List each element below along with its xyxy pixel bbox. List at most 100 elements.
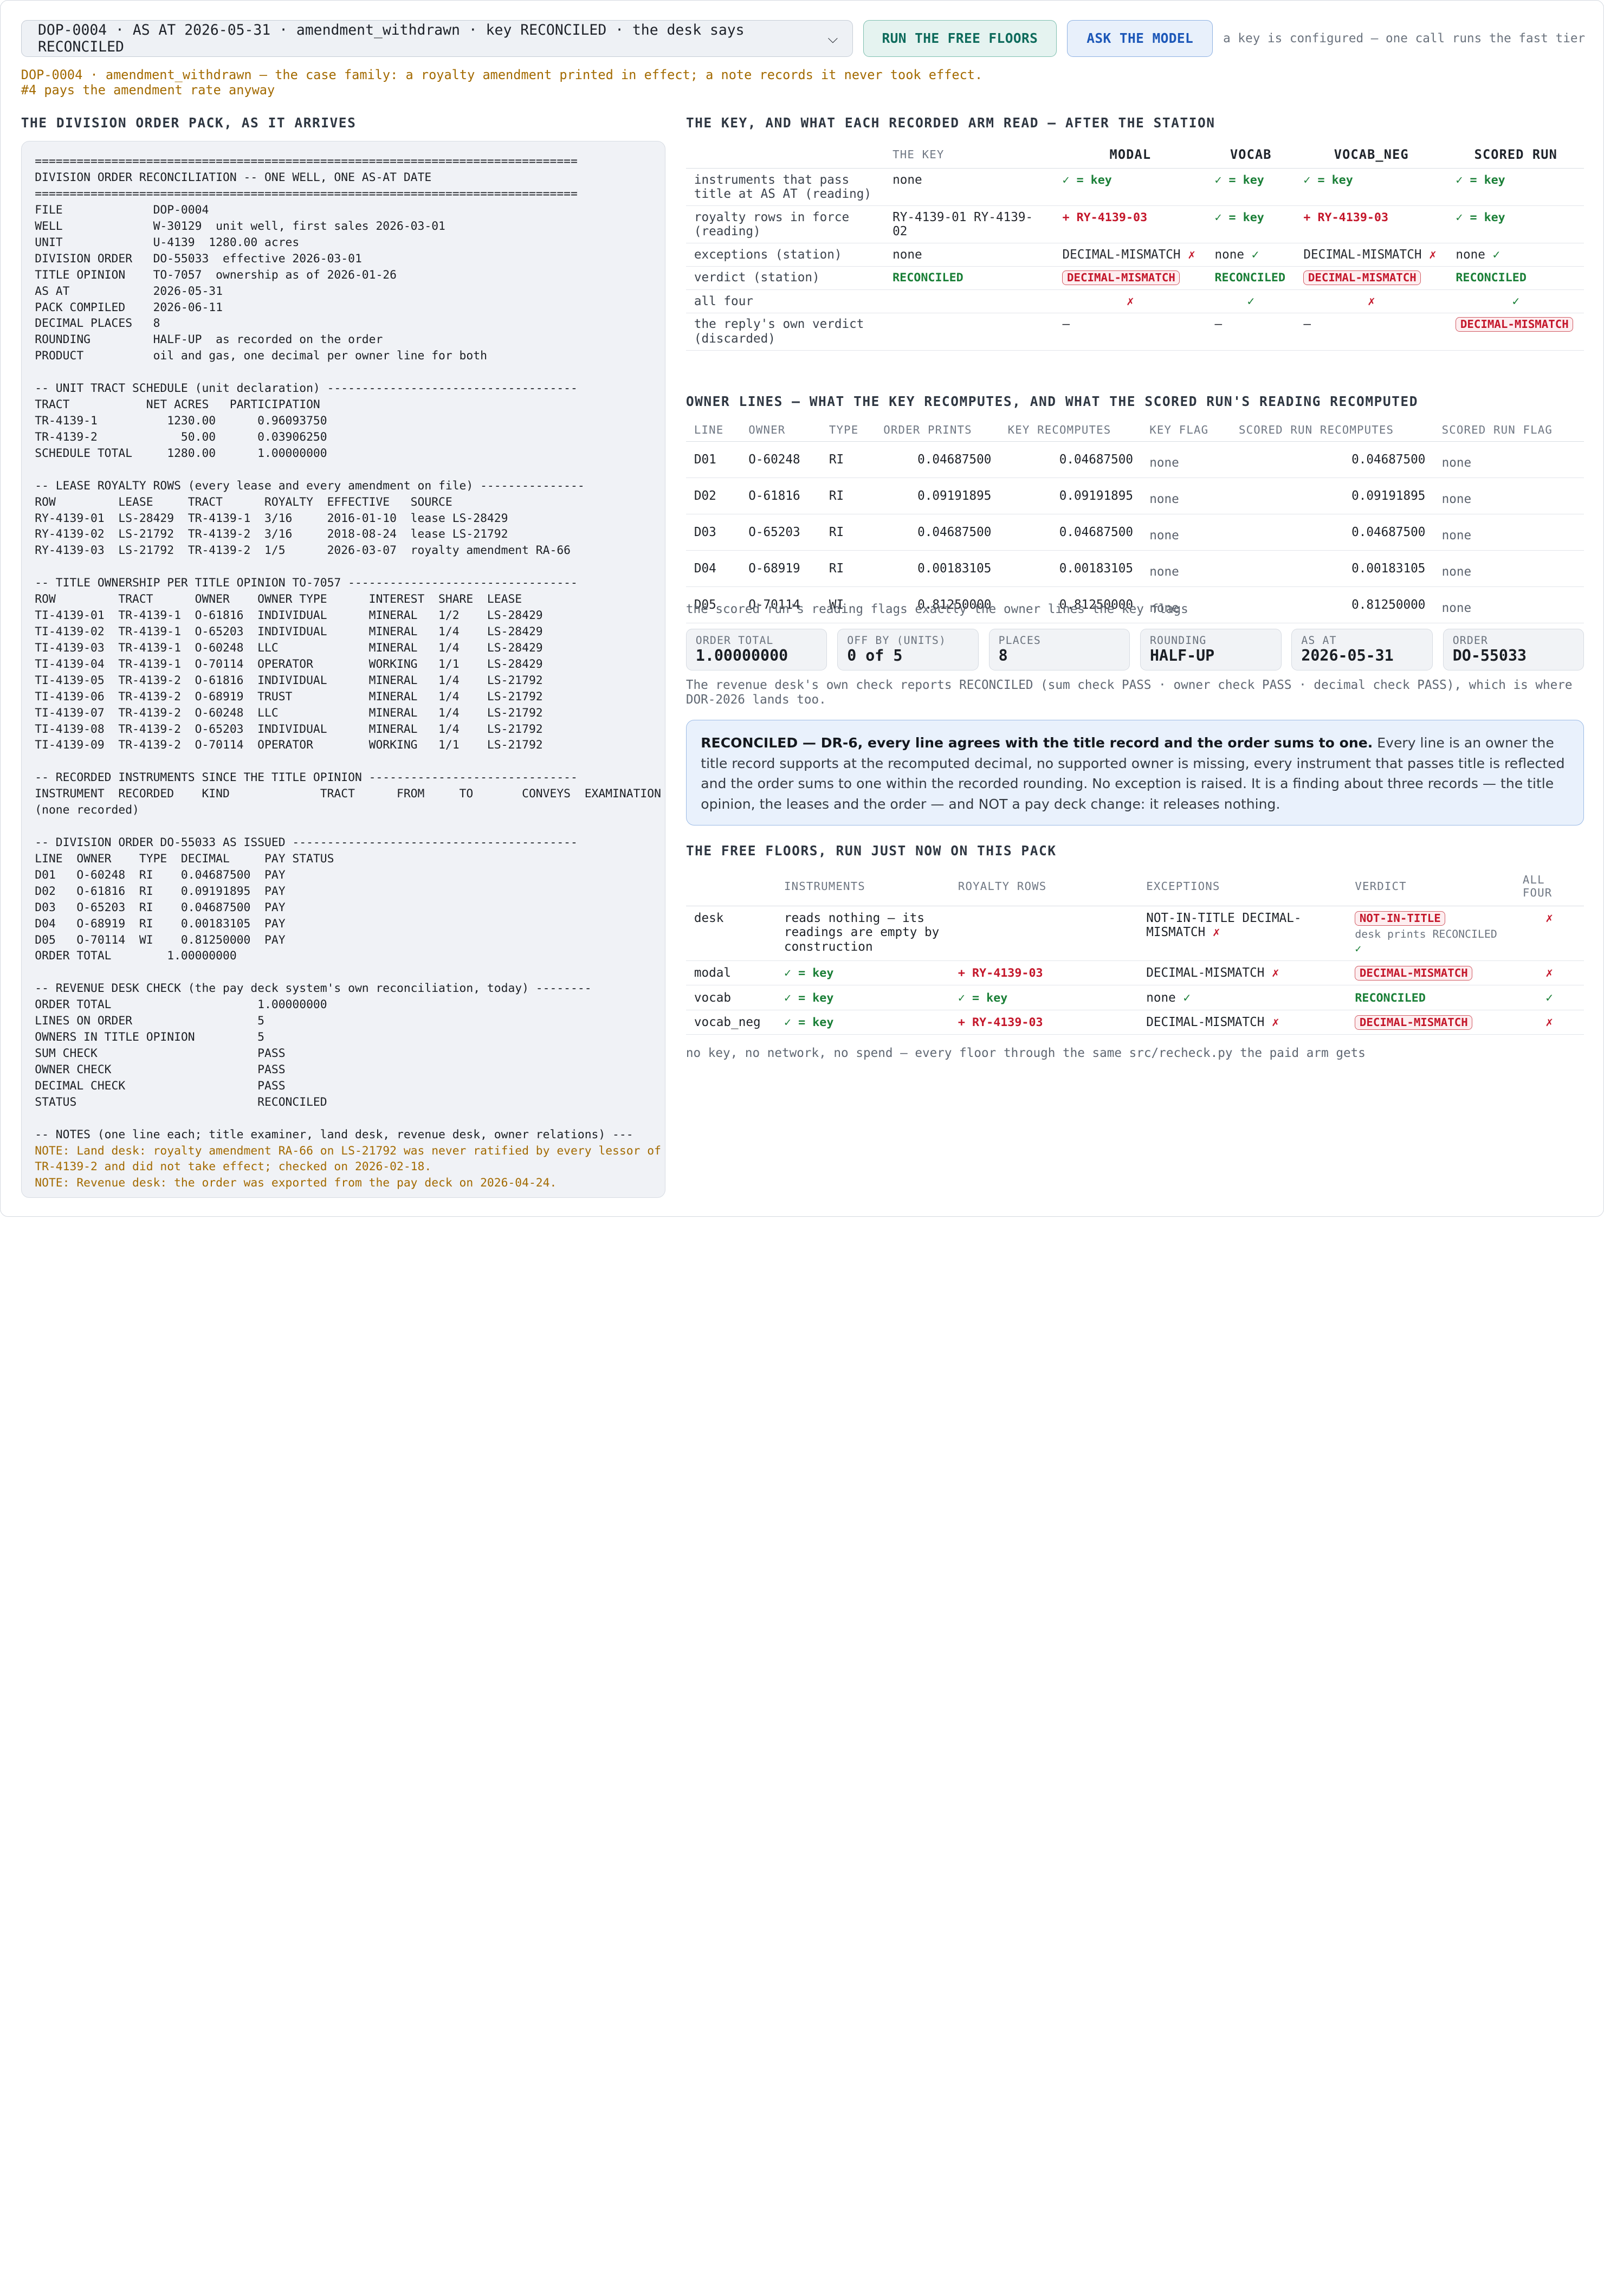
floor-royalty (949, 906, 1139, 961)
arm-cell-value: ✓ = key (1214, 210, 1264, 224)
key-row-label: verdict (station) (685, 266, 885, 291)
case-select[interactable]: DOP-0004 · AS AT 2026-05-31 · amendment_… (21, 20, 853, 57)
arm-cell-value: ✓ = key (1456, 173, 1505, 187)
floor-all-four: ✗ (1514, 960, 1584, 986)
owner-line-cell: 0.04687500 (875, 514, 1000, 551)
owner-col-header: KEY FLAG (1141, 419, 1231, 442)
toolbar: DOP-0004 · AS AT 2026-05-31 · amendment_… (21, 19, 1585, 58)
floors-col-header: EXCEPTIONS (1138, 869, 1347, 906)
arm-cell-value: — (1214, 317, 1223, 332)
cross-icon: ✗ (1545, 1015, 1553, 1029)
stat-label: ORDER TOTAL (695, 634, 774, 647)
arm-cell-value: ✓ (1512, 294, 1520, 308)
division-order-pack: ========================================… (21, 140, 666, 1198)
check-icon: ✓ (1183, 990, 1191, 1005)
stat-label: PLACES (998, 634, 1041, 647)
stat-value: 1.00000000 (695, 647, 788, 665)
floor-exceptions-value: DECIMAL-MISMATCH (1146, 1015, 1265, 1029)
arm-cell: — (1054, 313, 1207, 351)
stat-label: AS AT (1301, 634, 1337, 647)
owner-col-header: TYPE (820, 419, 876, 442)
finding-body: Every line is an owner the title record … (701, 734, 1565, 812)
floor-name: modal (685, 960, 776, 986)
key-col-header: VOCAB_NEG (1295, 143, 1448, 169)
key-value-text: none (892, 247, 922, 262)
arm-cell-value: none (1214, 247, 1244, 262)
floor-royalty: + RY-4139-03 (949, 960, 1139, 986)
floor-all-four: ✓ (1514, 985, 1584, 1010)
key-value-text: RECONCILED (892, 271, 963, 285)
owner-line-cell: 0.04687500 (1230, 441, 1434, 479)
owner-line-cell: 0.81250000 (875, 586, 1000, 624)
floor-row: vocab_neg ✓ = key + RY-4139-03 DECIMAL-MISM… (685, 1010, 1584, 1035)
arm-cell: RECONCILED (1447, 266, 1584, 291)
floor-instruments: ✓ = key (775, 1010, 950, 1035)
floor-all-four: ✗ (1514, 1010, 1584, 1035)
arm-cell: + RY-4139-03 (1295, 205, 1448, 244)
owner-line-row: D01 O-60248 RI 0.04687500 0.04687500 none 0.04… (685, 441, 1584, 479)
owner-line-cell: 0.81250000 (999, 586, 1142, 624)
owner-line-cell: D01 (685, 441, 741, 479)
arm-cell-value: + RY-4139-03 (1062, 210, 1148, 224)
cross-icon: ✗ (1212, 925, 1220, 940)
arm-cell: ✓ = key (1447, 205, 1584, 244)
arm-cell: ✓ = key (1206, 168, 1296, 207)
owner-line-cell: RI (820, 478, 876, 515)
owner-line-cell: none (1433, 441, 1584, 479)
owner-line-cell: O-68919 (740, 550, 821, 588)
floor-exceptions-value: DECIMAL-MISMATCH (1146, 966, 1265, 981)
pack-heading: THE DIVISION ORDER PACK, AS IT ARRIVES (21, 115, 357, 131)
floor-royalty: + RY-4139-03 (949, 1010, 1139, 1035)
arm-cell: — (1295, 313, 1448, 351)
floors-col-header: VERDICT (1347, 869, 1515, 906)
stat-label: ROUNDING (1149, 634, 1207, 647)
floor-name: vocab_neg (685, 1010, 776, 1035)
key-heading: THE KEY, AND WHAT EACH RECORDED ARM READ… (685, 115, 1215, 131)
stat-card: ORDER DO-55033 (1443, 629, 1584, 671)
arm-cell-value: ✗ (1127, 294, 1134, 308)
floor-verdict-sub: desk prints RECONCILED ✓ (1355, 927, 1506, 956)
key-value-text: RY-4139-01 RY-4139-02 (892, 210, 1033, 239)
desk-check-note: The revenue desk's own check reports REC… (685, 678, 1573, 707)
owner-line-cell: 0.00183105 (875, 550, 1000, 588)
floors-col-header: ROYALTY ROWS (949, 869, 1139, 906)
owner-line-row: D04 O-68919 RI 0.00183105 0.00183105 none 0.00… (685, 550, 1584, 588)
floor-instruments-value: ✓ = key (784, 966, 834, 981)
arm-cell: ✗ (1054, 289, 1207, 313)
key-row-label: the reply's own verdict (discarded) (685, 313, 885, 351)
owner-col-header: OWNER (740, 419, 821, 442)
floor-verdict: NOT-IN-TITLE desk prints RECONCILED ✓ (1347, 906, 1515, 961)
key-row-label: all four (685, 289, 885, 313)
arm-cell-value: ✓ = key (1214, 173, 1264, 187)
owner-col-header: SCORED RUN RECOMPUTES (1230, 419, 1434, 442)
arm-cell: ✓ = key (1447, 168, 1584, 207)
arm-cell-value: ✓ = key (1456, 210, 1505, 224)
owner-line-cell: O-65203 (740, 514, 821, 551)
key-row-label: instruments that pass title at AS AT (re… (685, 168, 885, 207)
owner-line-cell: 0.04687500 (999, 441, 1142, 479)
stat-card: ROUNDING HALF-UP (1140, 629, 1282, 671)
arm-cell-value: ✗ (1367, 294, 1375, 308)
owner-lines-table: LINE OWNER TYPE ORDER PRINTS KEY RECOMPUTES K… (685, 419, 1584, 624)
floor-exceptions: none ✓ (1138, 985, 1347, 1010)
floor-name: desk (685, 906, 776, 961)
key-col-header: THE KEY (884, 143, 1055, 169)
owner-col-header: ORDER PRINTS (875, 419, 1000, 442)
key-row: the reply's own verdict (discarded) — — — DE… (685, 313, 1584, 351)
owner-line-row: D02 O-61816 RI 0.09191895 0.09191895 none 0.09… (685, 478, 1584, 515)
run-free-floors-button[interactable]: RUN THE FREE FLOORS (863, 20, 1057, 57)
owner-line-cell: 0.00183105 (1230, 550, 1434, 588)
owner-line-cell: none (1141, 586, 1231, 624)
floor-exceptions: NOT-IN-TITLE DECIMAL-MISMATCH ✗ (1138, 906, 1347, 961)
check-icon: ✓ (1492, 247, 1500, 262)
key-table: THE KEY MODAL VOCAB VOCAB_NEG SCORED RUN ins… (685, 143, 1584, 351)
case-select-value: DOP-0004 · AS AT 2026-05-31 · amendment_… (37, 21, 745, 55)
key-value: RECONCILED (884, 266, 1055, 291)
key-col-header: VOCAB (1206, 143, 1296, 169)
owner-lines-heading: OWNER LINES — WHAT THE KEY RECOMPUTES, A… (685, 393, 1418, 409)
floor-royalty: ✓ = key (949, 985, 1139, 1010)
owner-line-cell: none (1141, 514, 1231, 551)
owner-line-cell: 0.81250000 (1230, 586, 1434, 624)
ask-model-button[interactable]: ASK THE MODEL (1067, 20, 1213, 57)
arm-cell: none ✓ (1447, 243, 1584, 267)
